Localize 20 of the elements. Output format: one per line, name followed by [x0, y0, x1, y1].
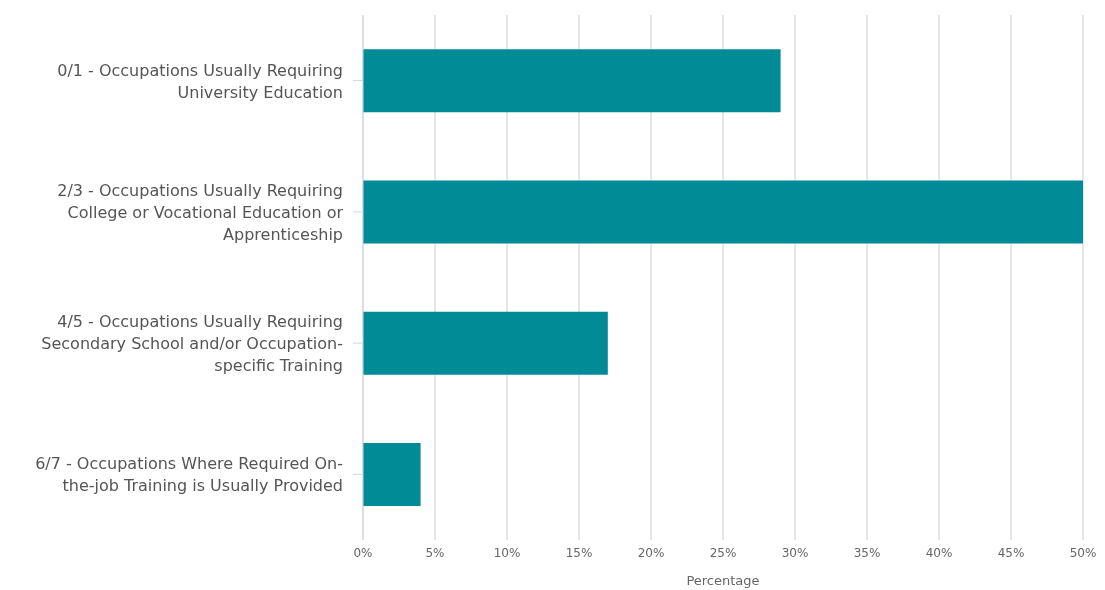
bar [363, 180, 1083, 244]
bar [363, 311, 608, 375]
x-tick-label: 5% [425, 545, 445, 560]
y-tick-label: 6/7 - Occupations Where Required On-the-job Training is Usually Provided [35, 453, 343, 495]
y-tick-label: 0/1 - Occupations Usually Requiring University Education [57, 60, 343, 102]
x-tick-label: 45% [997, 545, 1025, 560]
x-tick-label: 10% [493, 545, 521, 560]
y-tick-label: 2/3 - Occupations Usually Requiring College or Vocational Education or Apprenticeship [57, 180, 344, 244]
bar [363, 442, 421, 506]
x-tick-label: 40% [925, 545, 953, 560]
x-tick-label: 20% [637, 545, 665, 560]
x-axis-title: Percentage [686, 573, 760, 588]
x-tick-label: 50% [1069, 545, 1097, 560]
x-tick-label: 25% [709, 545, 737, 560]
y-tick-label: 4/5 - Occupations Usually Requiring Secondary School and/or Occupation-specific Training [41, 311, 343, 375]
x-tick-label: 0% [353, 545, 373, 560]
x-tick-label: 35% [853, 545, 881, 560]
x-tick-label: 30% [781, 545, 809, 560]
x-tick-label: 15% [565, 545, 593, 560]
bar [363, 49, 781, 113]
